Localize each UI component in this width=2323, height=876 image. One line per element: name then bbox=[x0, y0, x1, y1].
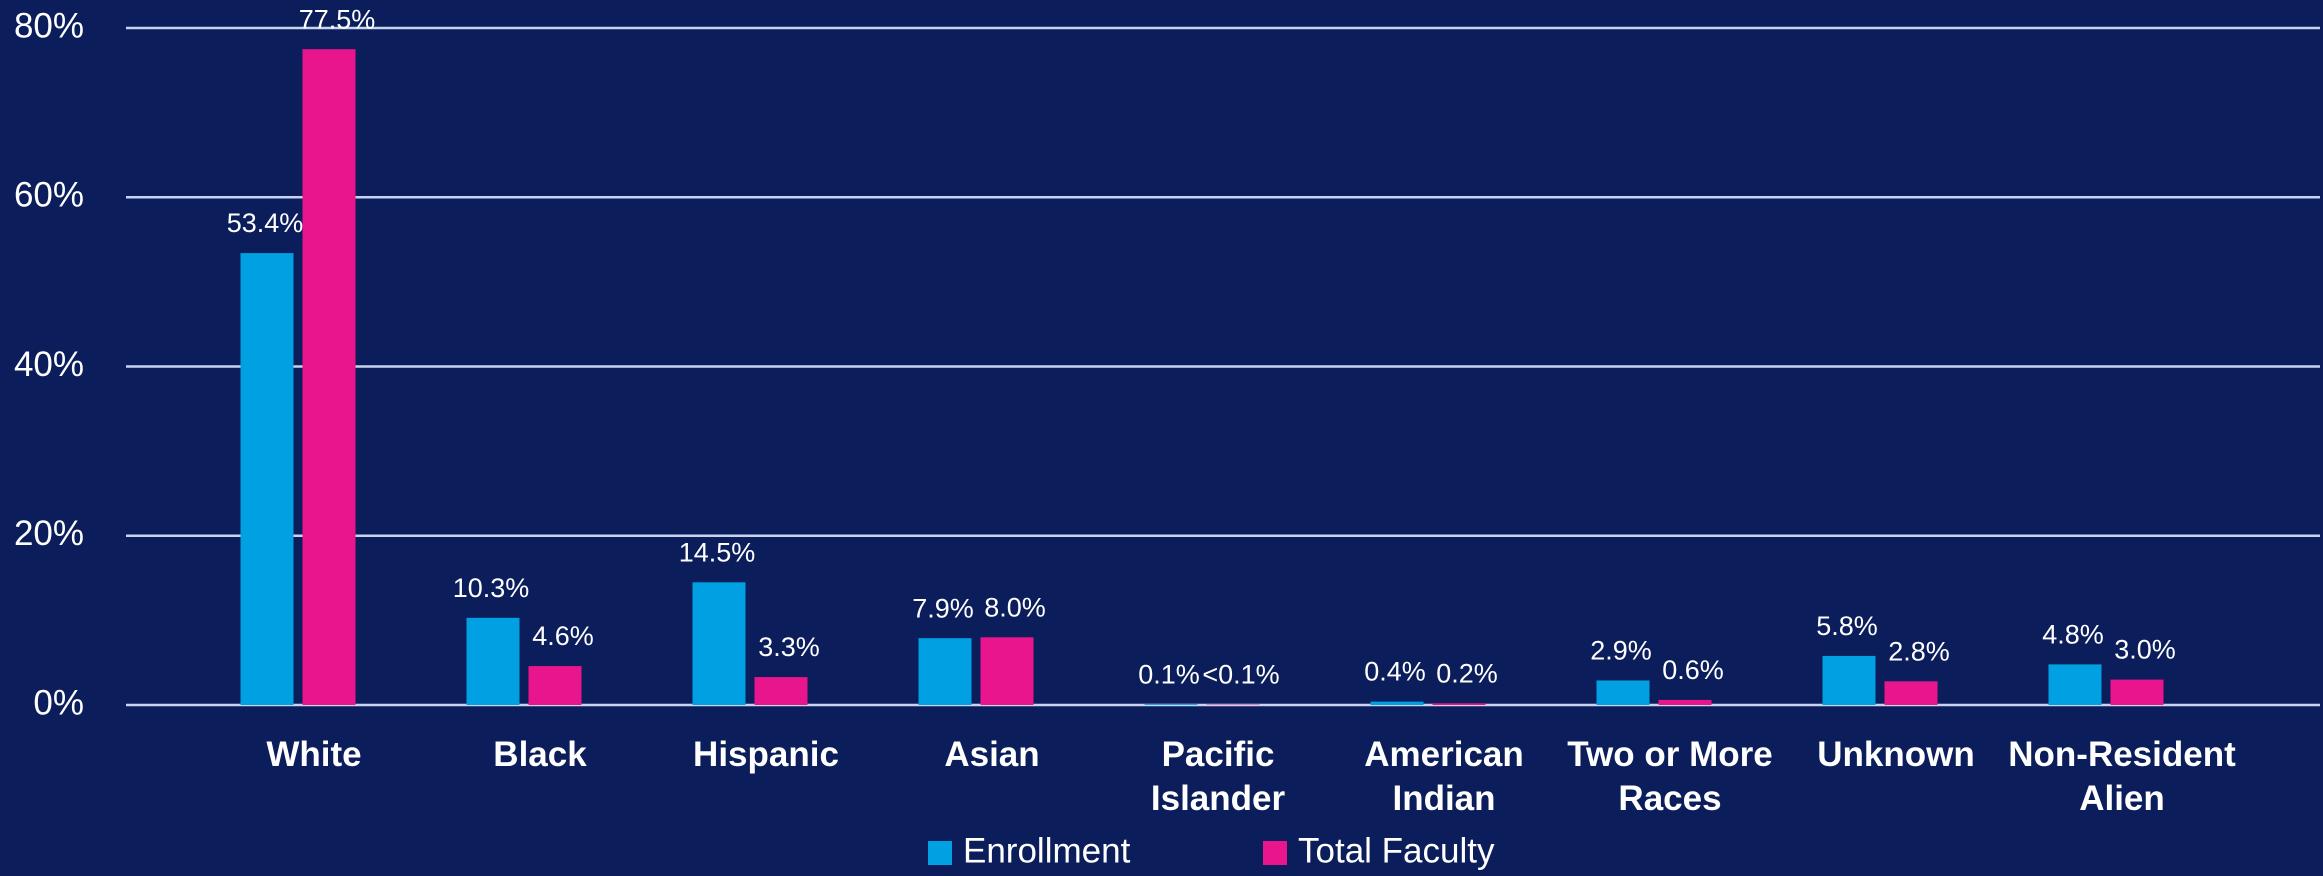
x-tick-label: Unknown bbox=[1817, 735, 1975, 774]
bar bbox=[528, 666, 582, 705]
x-tick-label: Pacific Islander bbox=[1150, 735, 1286, 818]
data-label: 2.9% bbox=[1590, 636, 1652, 666]
bar bbox=[754, 677, 808, 705]
legend-label: Total Faculty bbox=[1298, 831, 1495, 870]
data-label: 0.4% bbox=[1364, 657, 1426, 687]
bar bbox=[1596, 680, 1650, 705]
y-tick-label: 40% bbox=[14, 345, 84, 384]
x-tick-label: Asian bbox=[944, 735, 1040, 774]
bar bbox=[240, 253, 294, 706]
bar bbox=[1144, 704, 1198, 705]
legend-label: Enrollment bbox=[963, 831, 1131, 870]
y-tick-label: 0% bbox=[33, 683, 84, 722]
data-label: 53.4% bbox=[227, 208, 304, 238]
bar bbox=[918, 638, 972, 705]
bar bbox=[1658, 699, 1712, 705]
data-label: 3.3% bbox=[758, 632, 820, 662]
legend-swatch bbox=[1263, 841, 1287, 865]
bar bbox=[692, 582, 746, 705]
bar bbox=[1370, 701, 1424, 705]
bar bbox=[1432, 703, 1486, 705]
data-label: 77.5% bbox=[299, 4, 376, 34]
y-tick-label: 60% bbox=[14, 176, 84, 215]
data-label: 3.0% bbox=[2114, 635, 2176, 665]
x-tick-label: Non-Resident Alien bbox=[2008, 735, 2236, 818]
bar bbox=[2048, 664, 2102, 705]
data-label: 4.8% bbox=[2042, 620, 2104, 650]
data-label: <0.1% bbox=[1202, 660, 1279, 690]
data-label: 4.6% bbox=[532, 621, 594, 651]
data-label: 10.3% bbox=[453, 573, 530, 603]
data-label: 0.1% bbox=[1138, 659, 1200, 689]
bar bbox=[1822, 655, 1876, 705]
data-label: 0.2% bbox=[1436, 658, 1498, 688]
x-tick-label: White bbox=[266, 735, 362, 774]
legend-swatch bbox=[928, 841, 952, 865]
bar bbox=[1884, 681, 1938, 705]
x-tick-label: Black bbox=[493, 735, 587, 774]
bar bbox=[466, 617, 520, 705]
bar bbox=[980, 637, 1034, 705]
y-tick-label: 20% bbox=[14, 514, 84, 553]
data-label: 14.5% bbox=[679, 537, 756, 567]
bar bbox=[302, 49, 356, 705]
data-label: 7.9% bbox=[912, 593, 974, 623]
x-tick-label: Two or More Races bbox=[1567, 735, 1773, 818]
data-label: 5.8% bbox=[1816, 611, 1878, 641]
x-tick-label: American Indian bbox=[1364, 735, 1524, 818]
data-label: 0.6% bbox=[1662, 655, 1724, 685]
bar bbox=[2110, 679, 2164, 705]
x-tick-label: Hispanic bbox=[693, 735, 839, 774]
data-label: 2.8% bbox=[1888, 636, 1950, 666]
data-label: 8.0% bbox=[984, 592, 1046, 622]
y-tick-label: 80% bbox=[14, 6, 84, 45]
